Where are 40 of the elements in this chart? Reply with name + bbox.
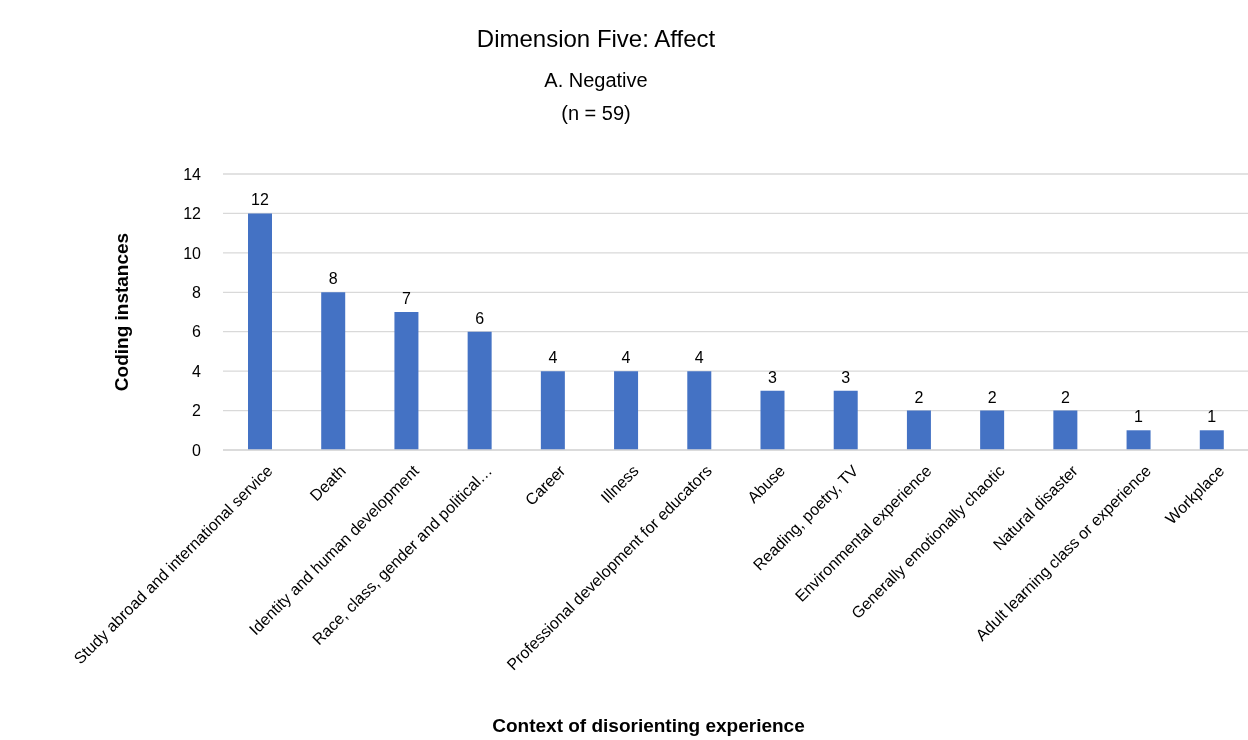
bar	[687, 371, 712, 450]
bar	[1199, 430, 1224, 450]
data-label: 4	[621, 349, 631, 367]
bar	[760, 390, 785, 450]
bar	[1126, 430, 1151, 450]
bar	[321, 292, 346, 450]
bar	[980, 410, 1005, 450]
bar	[467, 331, 492, 450]
y-tick-label: 2	[192, 402, 202, 420]
data-label: 1	[1134, 408, 1144, 426]
bar	[540, 371, 565, 450]
data-label: 2	[1060, 388, 1070, 406]
y-axis-title: Coding instances	[110, 232, 132, 392]
bar	[394, 312, 419, 450]
chart-subtitle: A. Negative (n = 59)	[544, 69, 648, 124]
bar	[833, 390, 858, 450]
y-tick-label: 8	[192, 283, 202, 301]
data-label: 7	[401, 290, 411, 307]
y-tick-label: 14	[183, 165, 202, 183]
bar	[248, 213, 272, 450]
data-label: 1	[1207, 408, 1217, 426]
data-label: 6	[475, 309, 485, 327]
y-tick-label: 12	[183, 205, 202, 223]
x-axis-title: Context of disorienting experience	[492, 715, 805, 736]
data-label: 3	[841, 368, 851, 386]
data-label: 3	[768, 368, 778, 386]
data-label: 4	[548, 349, 558, 367]
bar	[614, 371, 639, 450]
y-tick-label: 6	[192, 323, 202, 341]
y-tick-label: 10	[183, 244, 202, 262]
data-label: 12	[251, 191, 269, 209]
bar	[906, 410, 931, 450]
y-tick-label: 0	[192, 441, 202, 459]
chart-title: Dimension Five: Affect	[476, 25, 716, 52]
data-label: 8	[328, 270, 338, 288]
data-label: 2	[914, 388, 924, 406]
data-label: 4	[694, 349, 704, 367]
bar	[1053, 410, 1078, 450]
y-tick-label: 4	[192, 362, 202, 380]
data-label: 2	[987, 388, 997, 406]
